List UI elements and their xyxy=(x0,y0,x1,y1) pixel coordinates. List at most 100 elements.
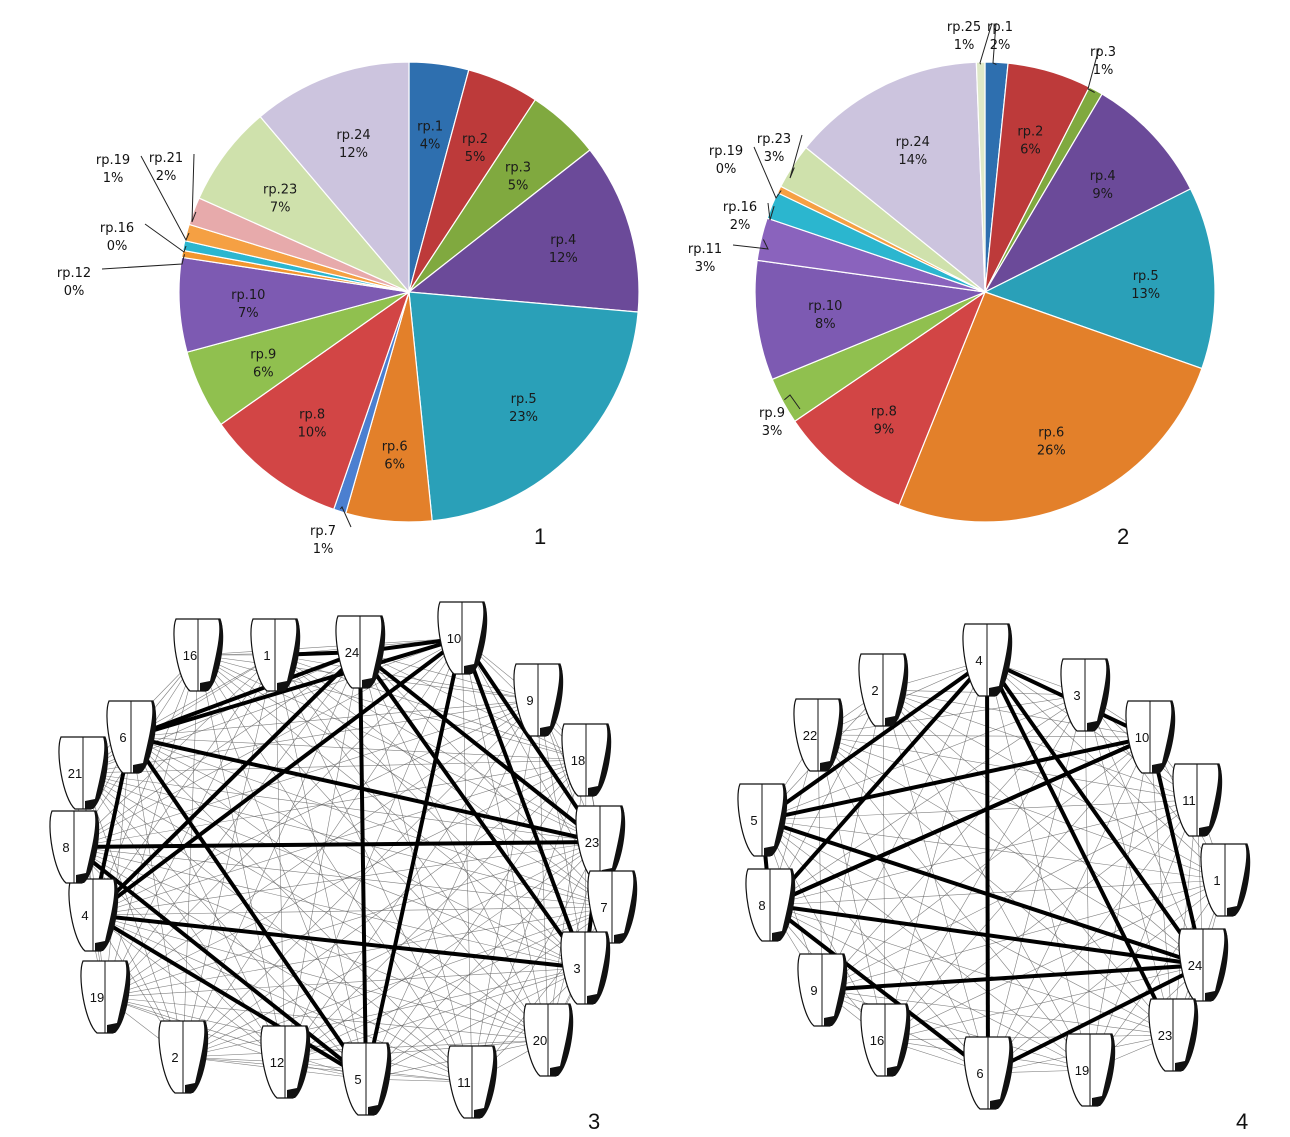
pie-1-value-rp-3: 5% xyxy=(508,179,529,194)
net-3-node-label-4: 4 xyxy=(81,908,88,923)
net-3-link-7-8 xyxy=(73,846,613,908)
net-4-link-4-19 xyxy=(986,659,1091,1071)
net-4-link-3-23 xyxy=(1084,694,1174,1036)
pie-1-slice-rp-23 xyxy=(198,115,410,293)
net-4-node-label-4: 4 xyxy=(975,653,982,668)
net-3-link-3-6 xyxy=(130,736,586,969)
net-4-link-3-8 xyxy=(769,694,1086,906)
net-4-strong-link-4-8 xyxy=(768,658,989,907)
vessel-profile xyxy=(362,616,386,688)
net-3-strong-link-10-6 xyxy=(130,636,463,739)
net-3-vessel-2: 2 xyxy=(158,1020,209,1094)
net-3-strong-link-10-5 xyxy=(364,637,464,1080)
vessel-profile xyxy=(368,1043,392,1115)
net-4-link-1-2 xyxy=(882,689,1226,881)
vessel-profile xyxy=(1227,844,1251,916)
net-4-link-11-9 xyxy=(821,799,1198,991)
net-3-link-20-21 xyxy=(82,772,549,1041)
net-4-link-16-22 xyxy=(817,734,886,1041)
pie-1-value-rp-16: 0% xyxy=(107,239,128,254)
vessel-profile xyxy=(1152,701,1176,773)
net-3-link-2-21 xyxy=(82,772,184,1058)
net-4-vessel-4: 4 xyxy=(962,623,1013,697)
net-3-link-3-16 xyxy=(197,654,586,969)
vessel-profile xyxy=(1205,929,1229,1001)
pie-2-label-rp-9: rp.9 xyxy=(759,406,785,421)
vessel-profile xyxy=(474,1046,498,1118)
net-3-vessel-3: 3 xyxy=(560,931,611,1005)
net-4-vessel-1: 1 xyxy=(1200,843,1251,917)
net-3-link-3-2 xyxy=(182,967,586,1058)
pie-1-label-rp-10: rp.10 xyxy=(231,288,265,303)
pie-2-label-rp-6: rp.6 xyxy=(1038,426,1064,441)
net-3-link-24-12 xyxy=(284,651,361,1063)
net-4-strong-link-9-24 xyxy=(821,963,1204,992)
net-3-node-label-18: 18 xyxy=(571,753,585,768)
net-4-link-1-8 xyxy=(769,879,1226,906)
net-4-link-11-16 xyxy=(884,799,1198,1041)
vessel-profile xyxy=(989,624,1013,696)
pie-1-value-rp-9: 6% xyxy=(253,365,274,380)
net-3-link-7-19 xyxy=(104,906,613,998)
net-4-node-label-23: 23 xyxy=(1158,1028,1172,1043)
net-3-link-24-11 xyxy=(359,651,473,1083)
net-3-link-24-20 xyxy=(359,651,549,1041)
net-3-link-1-2 xyxy=(182,654,276,1058)
net-3-link-23-19 xyxy=(104,841,601,998)
net-4-vessel-3: 3 xyxy=(1060,658,1111,732)
net-4-node-label-6: 6 xyxy=(976,1066,983,1081)
pie-1-label-rp-4: rp.4 xyxy=(550,233,576,248)
vessel-profile xyxy=(1087,659,1111,731)
pie-1-value-rp-10: 7% xyxy=(238,306,259,321)
net-4-vessel-2: 2 xyxy=(858,653,909,727)
net-3-link-20-4 xyxy=(92,914,549,1041)
net-3-vessel-20: 20 xyxy=(523,1003,574,1077)
net-4-link-4-1 xyxy=(986,659,1226,881)
net-3-link-11-6 xyxy=(130,736,473,1083)
net-4-strong-link-10-24 xyxy=(1148,736,1205,966)
pie-1-value-rp-23: 7% xyxy=(270,200,291,215)
vessel-profile xyxy=(587,932,611,1004)
pie-2-label-rp-3: rp.3 xyxy=(1090,45,1116,60)
net-4-strong-link-8-10 xyxy=(769,735,1151,907)
net-4-link-24-22 xyxy=(817,734,1204,966)
net-3-strong-link-8-5 xyxy=(72,845,368,1081)
pie-1-value-rp-1: 4% xyxy=(420,137,441,152)
pie-chart-1: rp.14% rp.25%rp.35%rp.412%rp.523%rp.66%rp… xyxy=(57,61,640,557)
net-4-link-23-9 xyxy=(821,989,1174,1036)
pie-1-label-rp-1: rp.1 xyxy=(417,119,443,134)
net-3-vessel-10: 10 xyxy=(437,601,488,675)
vessel-profile xyxy=(588,724,612,796)
net-4-node-label-5: 5 xyxy=(750,813,757,828)
net-4-link-11-8 xyxy=(769,799,1198,906)
net-3-strong-link-8-23 xyxy=(73,840,601,849)
net-3-link-7-12 xyxy=(284,906,613,1063)
vessel-profile xyxy=(1175,999,1199,1071)
pie-1-slice-rp-24 xyxy=(259,61,410,294)
net-3-link-5-19 xyxy=(104,996,367,1080)
net-3-link-20-8 xyxy=(73,846,549,1041)
net-3-vessel-18: 18 xyxy=(561,723,612,797)
net-3-link-23-5 xyxy=(365,841,601,1080)
net-3-link-1-8 xyxy=(73,654,276,848)
pie-2-value-rp-24: 14% xyxy=(898,153,927,168)
net-3-link-4-16 xyxy=(92,654,199,916)
net-3-link-9-20 xyxy=(537,699,549,1041)
net-3-link-1-12 xyxy=(274,654,286,1063)
net-3-link-18-4 xyxy=(92,759,587,916)
panel-number-3: 3 xyxy=(588,1109,600,1134)
net-3-vessel-12: 12 xyxy=(260,1025,311,1099)
pie-2-label-rp-5: rp.5 xyxy=(1133,269,1159,284)
net-4-vessel-22: 22 xyxy=(793,698,844,772)
pie-1-leader-rp-7 xyxy=(340,506,352,528)
net-3-link-11-8 xyxy=(73,846,473,1083)
net-3-strong-link-24-6 xyxy=(130,650,361,739)
net-4-node-label-1: 1 xyxy=(1213,873,1220,888)
net-3-node-label-20: 20 xyxy=(533,1033,547,1048)
pie-1-label-rp-5: rp.5 xyxy=(511,392,537,407)
vessel-profile xyxy=(764,784,788,856)
net-4-link-1-5 xyxy=(761,819,1226,881)
net-3-strong-link-24-3 xyxy=(358,650,587,970)
net-4-link-10-19 xyxy=(1089,736,1151,1071)
net-3-link-7-4 xyxy=(92,906,613,916)
